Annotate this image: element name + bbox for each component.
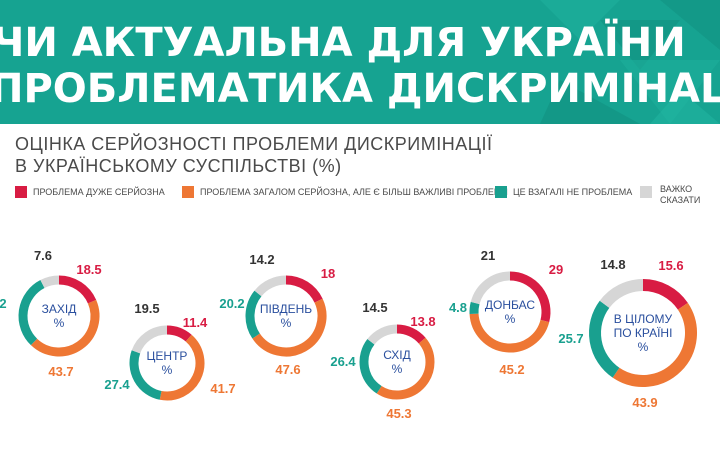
value-label-donbas-generally-serious: 45.2	[499, 362, 524, 377]
chart-title: ОЦІНКА СЕРЙОЗНОСТІ ПРОБЛЕМИ ДИСКРИМІНАЦІ…	[15, 134, 493, 154]
banner-decoration	[540, 0, 720, 124]
header-banner: ЧИ АКТУАЛЬНА ДЛЯ УКРАЇНИ ПРОБЛЕМАТИКА ДИ…	[0, 0, 720, 124]
legend-swatch-very-serious	[15, 186, 27, 198]
center-label-tsentr: ЦЕНТР%	[147, 349, 188, 377]
slice-pivden-hard-to-say	[254, 275, 287, 297]
value-label-pivden-not-a-problem: 20.2	[219, 296, 244, 311]
value-label-skhid-hard-to-say: 14.5	[362, 300, 387, 315]
value-label-zakhid-generally-serious: 43.7	[48, 364, 73, 379]
legend-label-hard-to-say: ВАЖКО СКАЗАТИ	[660, 184, 701, 205]
value-label-zakhid-hard-to-say: 7.6	[34, 248, 52, 263]
slice-total-not-a-problem	[589, 300, 620, 378]
chart-subtitle: В УКРАЇНСЬКОМУ СУСПІЛЬСТВІ (%)	[15, 156, 342, 176]
legend-label-very-serious: ПРОБЛЕМА ДУЖЕ СЕРЙОЗНА	[33, 187, 165, 197]
value-label-pivden-generally-serious: 47.6	[275, 362, 300, 377]
center-label-pivden: ПІВДЕНЬ%	[260, 302, 312, 330]
slice-total-very-serious	[642, 279, 688, 310]
slice-total-hard-to-say	[599, 279, 644, 309]
donut-donbas: 29 45.2 4.8 21 ДОНБАС%	[449, 248, 563, 377]
value-label-pivden-very-serious: 18	[321, 266, 335, 281]
value-label-donbas-not-a-problem: 4.8	[449, 300, 467, 315]
legend-label-generally-serious: ПРОБЛЕМА ЗАГАЛОМ СЕРЙОЗНА, АЛЕ Є БІЛЬШ В…	[200, 187, 508, 197]
slice-tsentr-not-a-problem	[129, 350, 162, 400]
slice-tsentr-very-serious	[166, 325, 192, 342]
slice-zakhid-hard-to-say	[40, 275, 60, 289]
slice-tsentr-hard-to-say	[131, 325, 168, 354]
value-label-tsentr-hard-to-say: 19.5	[134, 301, 159, 316]
value-label-zakhid-not-a-problem: 2	[0, 296, 7, 311]
slice-skhid-hard-to-say	[367, 324, 398, 345]
slice-zakhid-not-a-problem	[18, 280, 45, 346]
center-label-total: В ЦІЛОМУ ПО КРАЇНІ%	[614, 312, 673, 354]
value-label-skhid-not-a-problem: 26.4	[330, 354, 356, 369]
value-label-tsentr-generally-serious: 41.7	[210, 381, 235, 396]
center-label-skhid: СХІД%	[383, 348, 410, 376]
value-label-total-generally-serious: 43.9	[632, 395, 657, 410]
value-label-skhid-generally-serious: 45.3	[386, 406, 411, 421]
donut-zakhid: 18.5 43.7 2 7.6 ЗАХІД%	[0, 248, 102, 379]
slice-total-generally-serious	[612, 302, 697, 387]
value-label-donbas-hard-to-say: 21	[481, 248, 495, 263]
legend-swatch-hard-to-say	[640, 186, 652, 198]
donut-total: 15.6 43.9 25.7 14.8 В ЦІЛОМУ ПО КРАЇНІ%	[558, 257, 697, 410]
center-label-donbas: ДОНБАС%	[485, 298, 535, 326]
slice-donbas-generally-serious	[469, 313, 550, 353]
slice-donbas-very-serious	[509, 271, 551, 323]
legend-swatch-not-a-problem	[495, 186, 507, 198]
slice-donbas-hard-to-say	[470, 271, 511, 305]
center-label-zakhid: ЗАХІД%	[42, 302, 77, 330]
slice-zakhid-very-serious	[58, 275, 97, 304]
title-line-2: ПРОБЛЕМАТИКА ДИСКРИМІНАЦІЇ	[0, 66, 720, 112]
value-label-pivden-hard-to-say: 14.2	[249, 252, 274, 267]
legend-label-not-a-problem: ЦЕ ВЗАГАЛІ НЕ ПРОБЛЕМА	[513, 187, 633, 197]
value-label-total-very-serious: 15.6	[658, 258, 683, 273]
slice-skhid-generally-serious	[376, 337, 435, 400]
slice-pivden-generally-serious	[252, 298, 327, 357]
value-label-total-not-a-problem: 25.7	[558, 331, 583, 346]
slice-skhid-not-a-problem	[359, 339, 382, 394]
value-label-tsentr-very-serious: 11.4	[183, 315, 208, 330]
donut-tsentr: 11.4 41.7 27.4 19.5 ЦЕНТР%	[104, 301, 236, 401]
legend-swatch-generally-serious	[182, 186, 194, 198]
value-label-tsentr-not-a-problem: 27.4	[104, 377, 130, 392]
value-label-total-hard-to-say: 14.8	[600, 257, 625, 272]
slice-tsentr-generally-serious	[159, 334, 205, 401]
value-label-donbas-very-serious: 29	[549, 262, 563, 277]
donut-skhid: 13.8 45.3 26.4 14.5 СХІД%	[330, 300, 435, 421]
donut-pivden: 18 47.6 20.2 14.2 ПІВДЕНЬ%	[219, 252, 335, 377]
slice-pivden-very-serious	[285, 275, 323, 303]
slice-skhid-very-serious	[396, 324, 426, 344]
value-label-zakhid-very-serious: 18.5	[76, 262, 101, 277]
slice-donbas-not-a-problem	[469, 301, 480, 315]
slice-zakhid-generally-serious	[30, 299, 100, 357]
title-line-1: ЧИ АКТУАЛЬНА ДЛЯ УКРАЇНИ	[0, 20, 686, 66]
value-label-skhid-very-serious: 13.8	[410, 314, 435, 329]
slice-pivden-not-a-problem	[245, 290, 262, 339]
